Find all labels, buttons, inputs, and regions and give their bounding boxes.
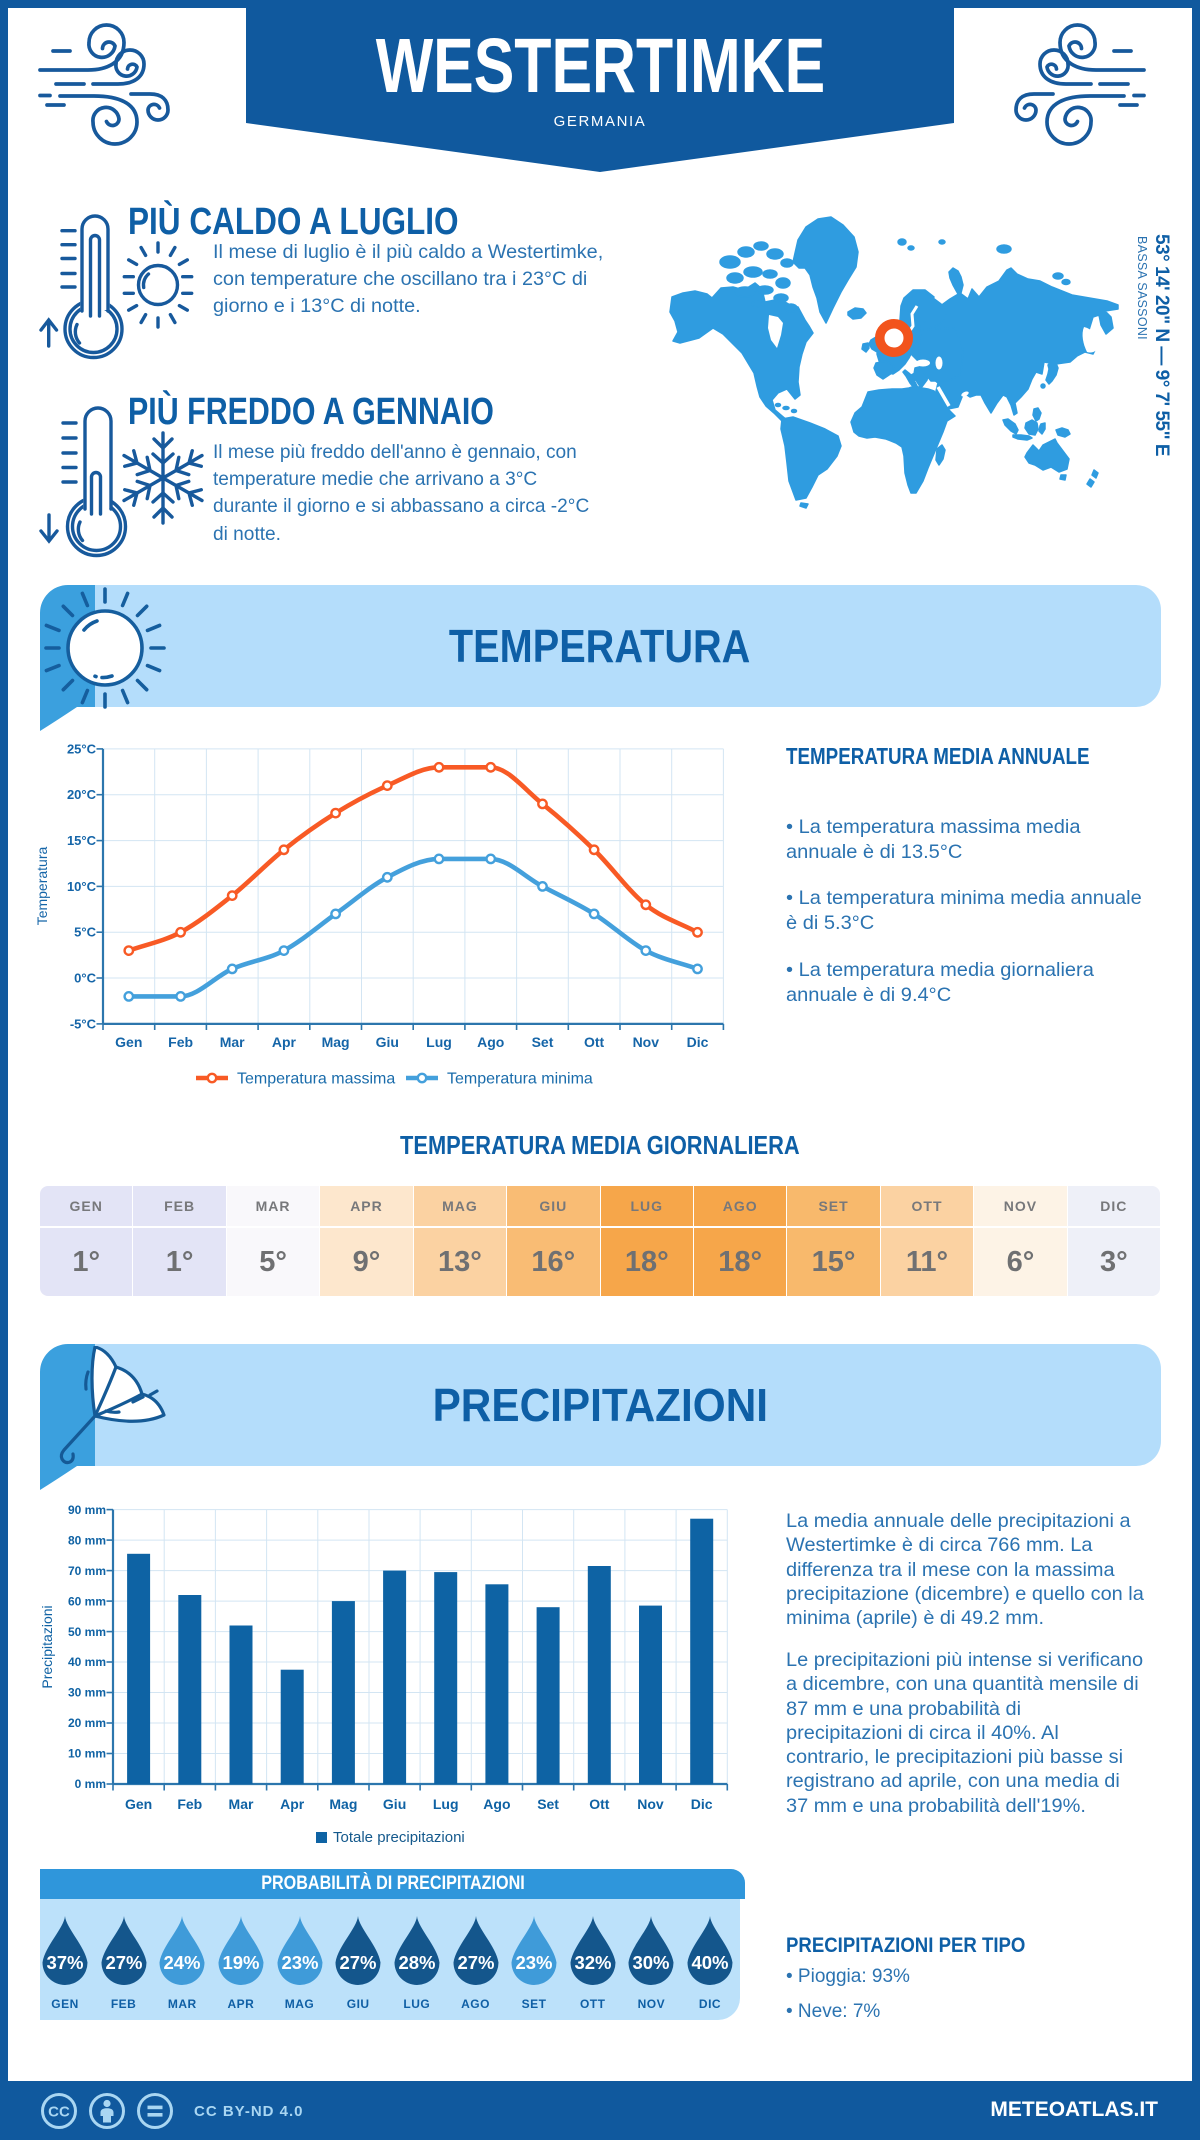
svg-text:Temperatura minima: Temperatura minima	[447, 1071, 593, 1088]
svg-text:Gen: Gen	[115, 1034, 142, 1050]
svg-text:19%: 19%	[222, 1952, 259, 1973]
svg-text:50 mm: 50 mm	[68, 1625, 106, 1639]
svg-text:Giu: Giu	[376, 1034, 399, 1050]
svg-text:Ott: Ott	[589, 1796, 610, 1812]
svg-text:20°C: 20°C	[67, 787, 97, 802]
svg-text:Ago: Ago	[483, 1796, 510, 1812]
svg-text:-5°C: -5°C	[70, 1016, 97, 1031]
svg-text:Nov: Nov	[637, 1796, 664, 1812]
svg-text:80 mm: 80 mm	[68, 1533, 106, 1547]
svg-text:20 mm: 20 mm	[68, 1716, 106, 1730]
svg-text:37%: 37%	[46, 1952, 83, 1973]
svg-text:23%: 23%	[281, 1952, 318, 1973]
svg-text:27%: 27%	[340, 1952, 377, 1973]
svg-text:Temperatura massima: Temperatura massima	[237, 1071, 395, 1088]
svg-text:70 mm: 70 mm	[68, 1564, 106, 1578]
svg-text:30%: 30%	[633, 1952, 670, 1973]
svg-text:Lug: Lug	[433, 1796, 459, 1812]
svg-text:Mag: Mag	[322, 1034, 350, 1050]
svg-text:Feb: Feb	[177, 1796, 202, 1812]
svg-text:Totale precipitazioni: Totale precipitazioni	[333, 1829, 465, 1846]
svg-text:Apr: Apr	[280, 1796, 305, 1812]
svg-text:25°C: 25°C	[67, 741, 97, 756]
svg-text:5°C: 5°C	[74, 925, 96, 940]
svg-text:Apr: Apr	[272, 1034, 297, 1050]
svg-text:60 mm: 60 mm	[68, 1594, 106, 1608]
svg-text:32%: 32%	[574, 1952, 611, 1973]
svg-text:Nov: Nov	[633, 1034, 660, 1050]
svg-text:Mar: Mar	[229, 1796, 254, 1812]
svg-text:24%: 24%	[164, 1952, 201, 1973]
svg-text:Giu: Giu	[383, 1796, 406, 1812]
svg-text:0 mm: 0 mm	[75, 1777, 106, 1791]
svg-text:30 mm: 30 mm	[68, 1686, 106, 1700]
svg-text:Dic: Dic	[691, 1796, 713, 1812]
svg-text:Temperatura: Temperatura	[34, 846, 50, 925]
svg-text:Ago: Ago	[477, 1034, 504, 1050]
svg-text:Set: Set	[532, 1034, 554, 1050]
svg-text:40%: 40%	[691, 1952, 728, 1973]
svg-text:Mag: Mag	[329, 1796, 357, 1812]
svg-text:90 mm: 90 mm	[68, 1503, 106, 1517]
svg-text:Dic: Dic	[687, 1034, 709, 1050]
svg-text:27%: 27%	[105, 1952, 142, 1973]
svg-text:Gen: Gen	[125, 1796, 152, 1812]
svg-text:CC: CC	[48, 2104, 70, 2121]
svg-text:Lug: Lug	[426, 1034, 452, 1050]
svg-text:23%: 23%	[516, 1952, 553, 1973]
svg-text:15°C: 15°C	[67, 833, 97, 848]
svg-text:Ott: Ott	[584, 1034, 605, 1050]
svg-text:Mar: Mar	[220, 1034, 245, 1050]
svg-text:10°C: 10°C	[67, 879, 97, 894]
svg-text:0°C: 0°C	[74, 971, 96, 986]
svg-text:28%: 28%	[398, 1952, 435, 1973]
svg-text:Precipitazioni: Precipitazioni	[39, 1605, 55, 1688]
svg-text:10 mm: 10 mm	[68, 1747, 106, 1761]
svg-text:27%: 27%	[457, 1952, 494, 1973]
svg-text:Set: Set	[537, 1796, 559, 1812]
svg-text:40 mm: 40 mm	[68, 1655, 106, 1669]
svg-text:Feb: Feb	[168, 1034, 193, 1050]
